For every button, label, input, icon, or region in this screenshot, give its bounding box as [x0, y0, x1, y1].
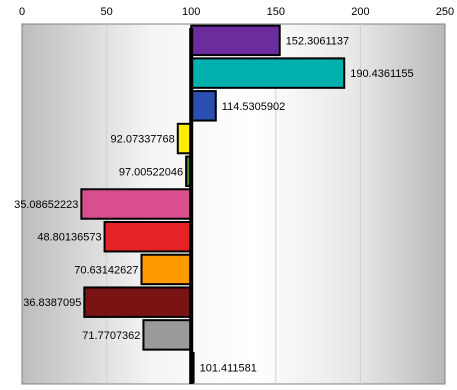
data-label: 36.8387095: [23, 297, 81, 309]
data-label: 48.80136573: [37, 232, 101, 244]
x-tick-label: 100: [182, 6, 200, 18]
bar: [176, 122, 193, 155]
bar: [190, 24, 281, 57]
data-labels: 152.3061137 190.4361155 114.5305902 92.0733…: [14, 35, 414, 374]
bar: [83, 286, 193, 318]
x-axis-ticks: 0 50 100 150 200 250: [19, 6, 454, 18]
bar: [142, 319, 193, 351]
bar: [190, 57, 346, 89]
bar: [190, 90, 217, 122]
bar: [80, 188, 193, 220]
data-label: 101.411581: [200, 363, 257, 375]
bar: [103, 221, 193, 253]
x-tick-label: 250: [436, 6, 454, 18]
data-label: 70.63142627: [74, 264, 138, 276]
x-tick-label: 50: [100, 6, 112, 18]
x-tick-label: 150: [267, 6, 285, 18]
data-label: 71.7707362: [82, 330, 140, 342]
data-label: 114.5305902: [222, 101, 285, 113]
bars: [80, 24, 346, 384]
data-label: 190.4361155: [350, 68, 413, 80]
data-label: 97.00522046: [119, 166, 183, 178]
data-label: 152.3061137: [286, 35, 349, 47]
x-tick-label: 0: [19, 6, 25, 18]
data-label: 92.07337768: [111, 134, 175, 146]
data-label: 35.08652223: [14, 199, 78, 211]
bar: [140, 253, 193, 286]
x-tick-label: 200: [351, 6, 369, 18]
